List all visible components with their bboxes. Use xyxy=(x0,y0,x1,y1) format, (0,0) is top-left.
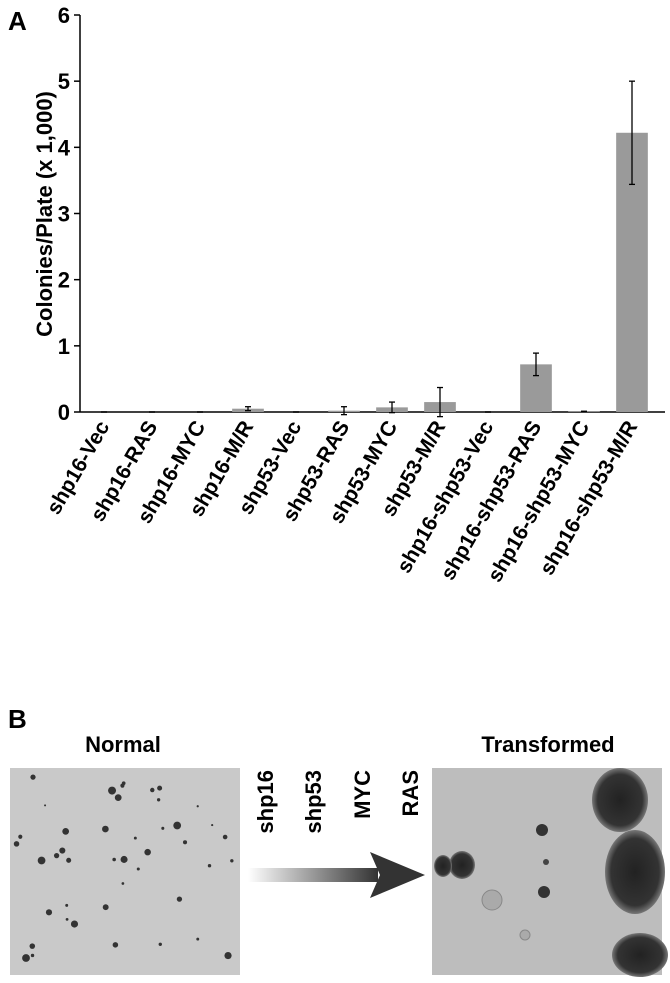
colony xyxy=(13,841,20,847)
colonies xyxy=(13,774,234,962)
y-tick-label: 2 xyxy=(58,268,70,293)
y-tick-label: 3 xyxy=(58,202,70,227)
arrow-label: MYC xyxy=(350,770,375,819)
colony xyxy=(29,943,36,949)
y-tick-label: 5 xyxy=(58,69,70,94)
colony xyxy=(65,903,69,907)
colony xyxy=(196,805,199,808)
normal-image xyxy=(10,768,240,975)
arrow-labels: shp16 shp53 MYC RAS xyxy=(253,770,423,834)
colony xyxy=(144,848,151,856)
plot-area: 0123456shp16-Vecshp16-RASshp16-MYCshp16-… xyxy=(42,3,648,586)
colony xyxy=(114,794,122,802)
image-title: Normal xyxy=(85,732,161,757)
panel-label: B xyxy=(8,704,27,734)
colony xyxy=(121,882,125,885)
image-title: Transformed xyxy=(481,732,614,757)
colony xyxy=(207,864,212,868)
arrow-head xyxy=(370,852,425,898)
colony xyxy=(230,859,234,863)
colony xyxy=(120,855,128,863)
error-bar xyxy=(437,386,443,418)
error-bar xyxy=(629,80,635,186)
colony xyxy=(65,917,69,921)
y-tick-label: 4 xyxy=(58,135,71,160)
y-axis-label: Colonies/Plate (x 1,000) xyxy=(32,91,57,337)
colony xyxy=(224,952,232,960)
colony xyxy=(59,847,66,854)
colony xyxy=(222,834,228,840)
colony xyxy=(70,920,79,928)
colony xyxy=(112,942,119,948)
colony xyxy=(108,786,117,795)
colony xyxy=(22,954,30,962)
colony xyxy=(133,836,137,840)
colony xyxy=(30,774,36,780)
colony xyxy=(62,827,70,835)
colony xyxy=(211,824,214,827)
colony xyxy=(30,953,35,958)
colonies xyxy=(434,768,668,977)
colony xyxy=(37,856,46,865)
colony xyxy=(102,904,109,911)
colony xyxy=(173,821,182,830)
colony xyxy=(136,867,140,871)
y-tick-label: 1 xyxy=(58,334,70,359)
colony xyxy=(18,834,23,839)
error-bar xyxy=(533,352,539,377)
arrow-shaft xyxy=(248,868,378,882)
arrow-label: RAS xyxy=(398,770,423,816)
colony xyxy=(44,804,47,807)
colony xyxy=(45,909,53,916)
colony xyxy=(120,783,125,788)
colony xyxy=(158,942,162,946)
error-bar xyxy=(245,406,251,412)
colony xyxy=(196,937,200,941)
colony xyxy=(161,826,165,830)
colony xyxy=(150,787,155,793)
arrow-label: shp16 xyxy=(253,770,278,834)
colony xyxy=(112,857,116,862)
y-tick-label: 6 xyxy=(58,3,70,28)
colony xyxy=(53,852,60,859)
y-tick-label: 0 xyxy=(58,400,70,425)
error-bar xyxy=(389,401,395,414)
colony xyxy=(176,896,183,902)
arrow-label: shp53 xyxy=(301,770,326,834)
colony xyxy=(66,857,72,863)
colony xyxy=(102,825,109,833)
panel-label: A xyxy=(8,6,27,36)
colony xyxy=(157,785,163,791)
colony xyxy=(156,798,161,802)
error-bar xyxy=(341,406,347,416)
colony xyxy=(182,840,188,845)
